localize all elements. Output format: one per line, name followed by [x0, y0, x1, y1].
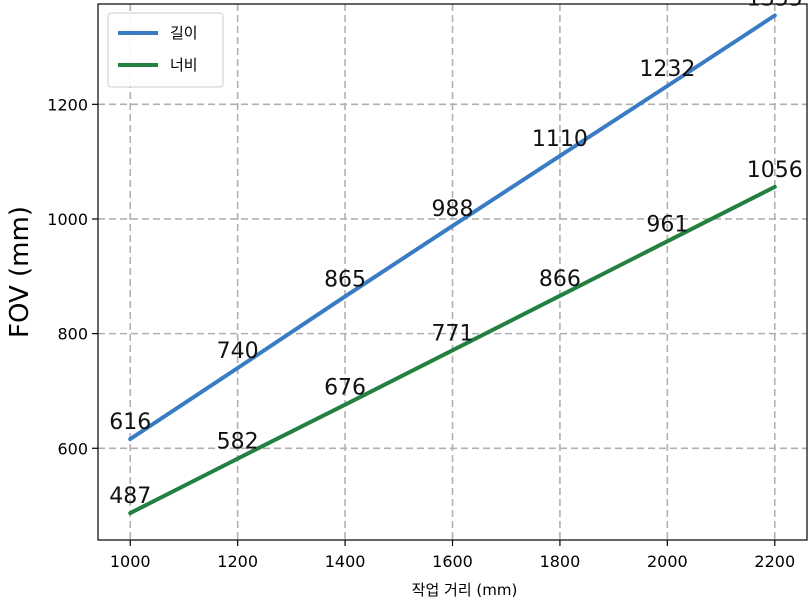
series-line-1	[128, 13, 777, 442]
grid-lines	[98, 4, 807, 540]
x-tick-label: 1600	[432, 552, 473, 571]
x-tick-label: 2200	[754, 552, 795, 571]
data-label: 1056	[747, 158, 803, 183]
x-tick-label: 2000	[647, 552, 688, 571]
data-label: 771	[432, 321, 474, 346]
legend-label: 길이	[170, 24, 198, 42]
y-tick-label: 600	[57, 439, 88, 458]
series-lines	[128, 13, 777, 516]
y-tick-label: 1000	[47, 210, 88, 229]
data-label: 740	[217, 339, 259, 364]
legend-box	[107, 12, 224, 88]
y-tick-label: 1200	[47, 95, 88, 114]
data-label: 1355	[747, 0, 803, 11]
data-label: 961	[646, 212, 688, 237]
data-label: 866	[539, 267, 581, 292]
legend-label: 너비	[170, 56, 198, 74]
data-label: 616	[109, 410, 151, 435]
series-line-2	[128, 184, 777, 516]
x-tick-label: 1400	[325, 552, 366, 571]
data-labels: 616 740 865 988 1110 1232 1355 487 582 676 771 866 9…	[109, 0, 803, 509]
data-label: 865	[324, 267, 366, 292]
x-axis-label: 작업 거리 (mm)	[412, 581, 518, 599]
data-label: 1110	[532, 127, 588, 152]
x-tick-label: 1800	[540, 552, 581, 571]
data-label: 582	[217, 430, 259, 455]
data-label: 487	[109, 484, 151, 509]
data-label: 988	[432, 197, 474, 222]
data-label: 1232	[639, 57, 695, 82]
y-tick-label: 800	[57, 325, 88, 344]
axis-ticks: 1000 1200 1400 1600 1800 2000 2200 600 800 1000 12…	[47, 95, 795, 571]
x-tick-label: 1200	[217, 552, 258, 571]
x-tick-label: 1000	[110, 552, 151, 571]
y-axis-label: FOV (mm)	[5, 206, 35, 338]
data-label: 676	[324, 376, 366, 401]
